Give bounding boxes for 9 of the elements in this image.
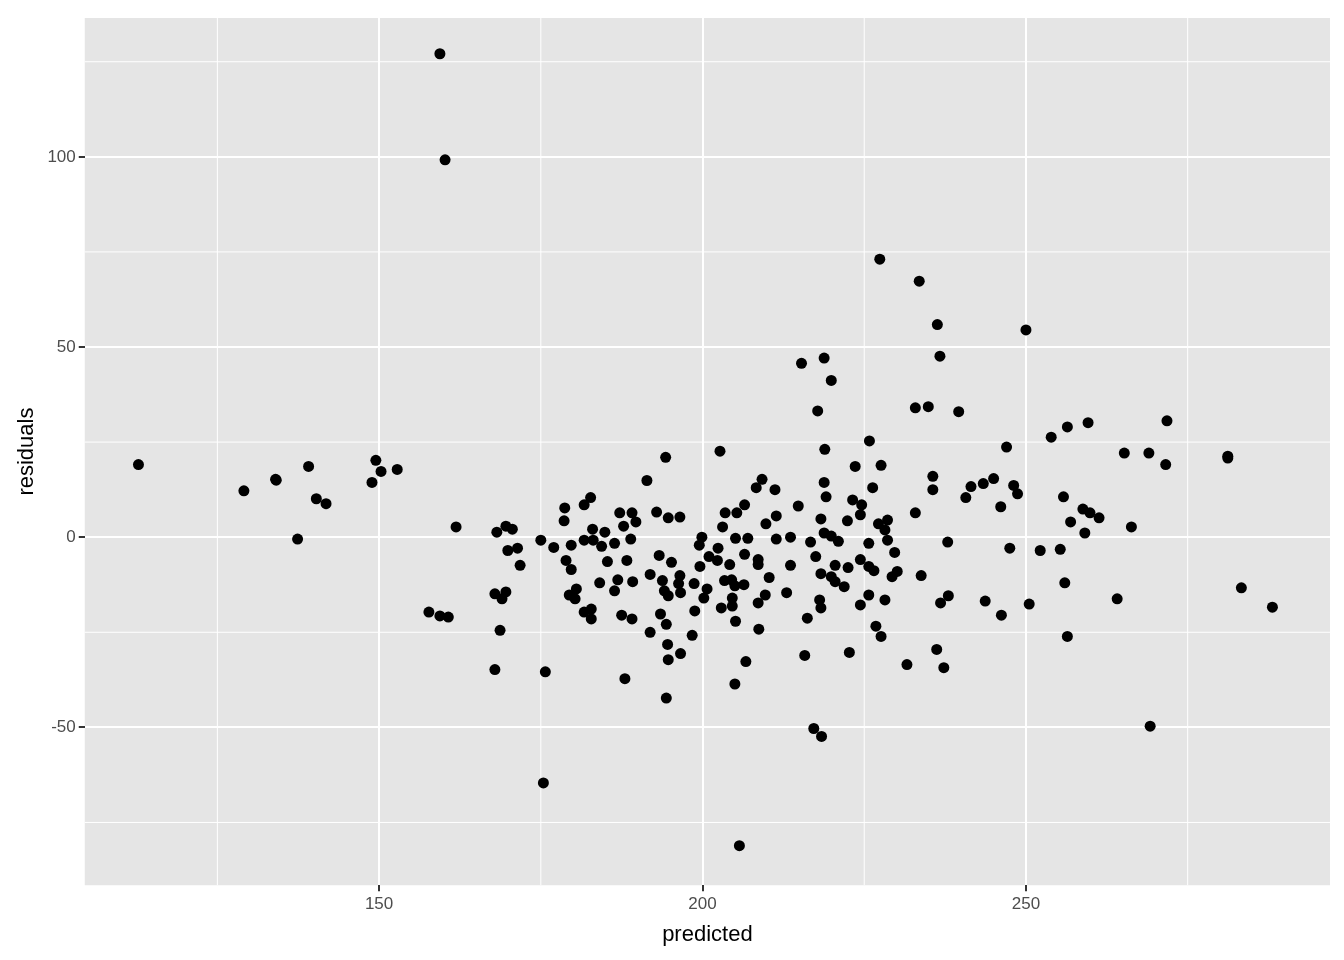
x-tick-label: 150 [364,894,394,914]
x-axis-title: predicted [662,920,753,946]
y-tick-label: 100 [47,146,76,166]
x-tick-label: 250 [1011,894,1041,914]
x-tick-label: 200 [688,894,717,914]
y-tick-label: -50 [51,717,76,737]
y-tick-label: 0 [66,526,76,546]
y-axis-title: residuals [13,407,39,496]
y-tick-label: 50 [56,336,76,356]
